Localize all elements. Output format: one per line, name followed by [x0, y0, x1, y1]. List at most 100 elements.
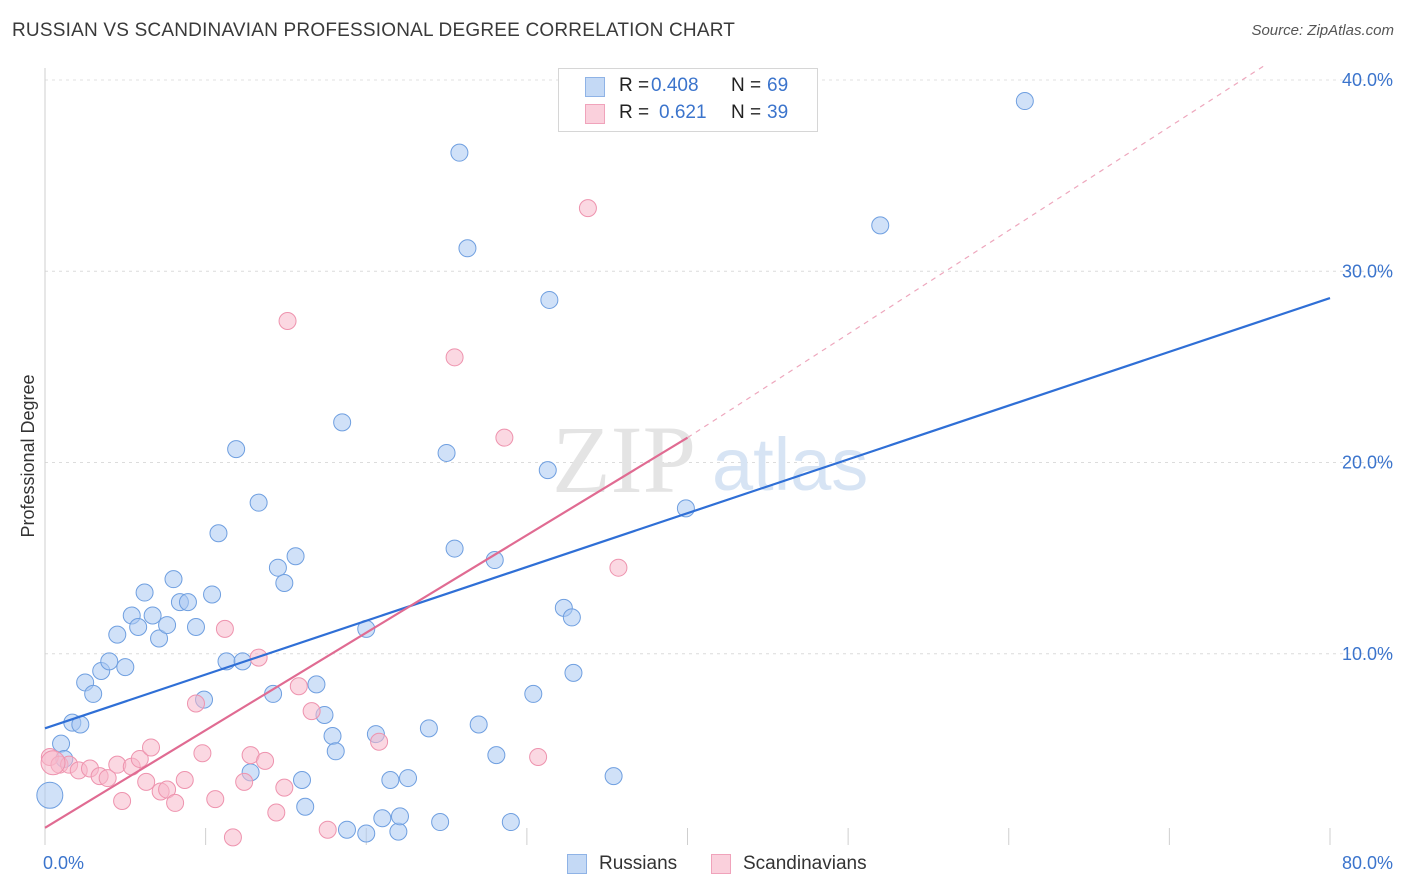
point-scandinavians	[267, 803, 286, 822]
legend-swatch-scandinavians	[711, 854, 731, 874]
point-russians	[150, 629, 169, 648]
point-russians	[143, 606, 162, 625]
point-russians	[1015, 92, 1034, 111]
y-tick-label: 10.0%	[1342, 644, 1393, 664]
point-russians	[337, 820, 356, 839]
point-russians	[389, 822, 408, 841]
source-credit: Source: ZipAtlas.com	[1251, 22, 1394, 39]
point-russians	[135, 583, 154, 602]
point-scandinavians	[142, 738, 161, 757]
point-russians	[286, 547, 305, 566]
r-value: 0.408	[651, 75, 699, 96]
point-scandinavians	[529, 748, 548, 767]
point-russians	[501, 813, 520, 832]
point-russians	[326, 742, 345, 761]
point-russians	[209, 524, 228, 543]
point-russians	[227, 440, 246, 459]
point-scandinavians	[137, 772, 156, 791]
point-russians	[323, 726, 342, 745]
point-russians	[158, 616, 177, 635]
point-scandinavians	[175, 770, 194, 789]
point-scandinavians	[166, 793, 185, 812]
point-russians	[275, 573, 294, 592]
point-russians	[419, 719, 438, 738]
n-label: N =	[731, 75, 762, 96]
point-russians	[249, 493, 268, 512]
point-russians	[333, 413, 352, 432]
point-scandinavians	[206, 790, 225, 809]
point-russians	[564, 663, 583, 682]
point-scandinavians	[40, 750, 66, 776]
point-russians	[538, 461, 557, 480]
trend-layer	[44, 64, 1331, 829]
r-value: 0.621	[659, 102, 707, 123]
point-scandinavians	[495, 428, 514, 447]
point-russians	[36, 781, 64, 809]
point-scandinavians	[98, 769, 117, 788]
grid-layer	[45, 79, 1392, 655]
point-scandinavians	[113, 792, 132, 811]
point-russians	[203, 585, 222, 604]
point-russians	[116, 658, 135, 677]
r-label: R =	[619, 75, 650, 96]
point-russians	[390, 807, 409, 826]
point-russians	[871, 216, 890, 235]
trendline-scandinavians	[44, 436, 689, 829]
point-russians	[164, 570, 183, 589]
n-value: 39	[767, 102, 789, 123]
trendline-scandinavians-extension	[687, 64, 1267, 439]
point-russians	[381, 770, 400, 789]
n-value: 69	[767, 75, 789, 96]
point-scandinavians	[302, 702, 321, 721]
point-russians	[437, 443, 456, 462]
r-label: R =	[619, 102, 650, 123]
stats-legend: R = 0.408 N = 69 R = 0.621 N = 39	[558, 68, 818, 132]
point-russians	[487, 746, 506, 765]
point-russians	[296, 797, 315, 816]
label-layer: 10.0% 20.0% 30.0% 40.0% 0.0% 80.0% Professiona…	[18, 70, 1393, 873]
x-tick-label: 80.0%	[1342, 853, 1393, 873]
points-layer	[36, 92, 1034, 847]
point-scandinavians	[193, 744, 212, 763]
y-tick-label: 40.0%	[1342, 70, 1393, 90]
trendline-russians	[44, 296, 1331, 730]
legend-swatch-russians	[585, 77, 605, 97]
legend-label-scandinavians: Scandinavians	[743, 853, 867, 874]
legend-swatch-russians	[567, 854, 587, 874]
point-russians	[524, 684, 543, 703]
point-russians	[373, 809, 392, 828]
point-scandinavians	[609, 558, 628, 577]
point-russians	[178, 593, 197, 612]
point-scandinavians	[215, 619, 234, 638]
point-scandinavians	[318, 820, 337, 839]
y-tick-label: 30.0%	[1342, 261, 1393, 281]
point-scandinavians	[445, 348, 464, 367]
watermark-atlas: atlas	[712, 423, 868, 506]
point-russians	[445, 539, 464, 558]
point-scandinavians	[223, 828, 242, 847]
point-russians	[100, 652, 119, 671]
point-scandinavians	[256, 751, 275, 770]
point-scandinavians	[578, 199, 597, 218]
n-label: N =	[731, 102, 762, 123]
x-tick-label: 0.0%	[43, 853, 84, 873]
point-scandinavians	[289, 677, 308, 696]
point-scandinavians	[158, 780, 177, 799]
point-scandinavians	[186, 694, 205, 713]
point-russians	[604, 767, 623, 786]
point-russians	[84, 684, 103, 703]
point-scandinavians	[275, 778, 294, 797]
point-russians	[186, 617, 205, 636]
point-russians	[540, 290, 559, 309]
y-axis-title: Professional Degree	[18, 374, 38, 537]
point-russians	[268, 558, 287, 577]
point-russians	[469, 715, 488, 734]
point-russians	[129, 617, 148, 636]
point-scandinavians	[278, 311, 297, 330]
point-russians	[450, 143, 469, 162]
series-legend: Russians Scandinavians	[0, 852, 1406, 878]
point-russians	[307, 675, 326, 694]
watermark-zip: ZIP	[552, 406, 696, 513]
point-russians	[431, 813, 450, 832]
